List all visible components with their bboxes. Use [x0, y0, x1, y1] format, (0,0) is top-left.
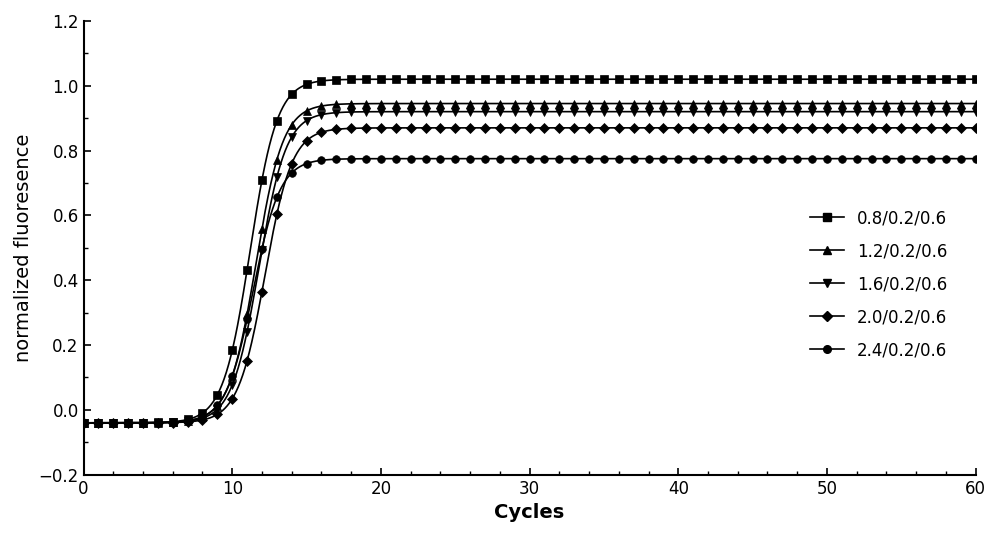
X-axis label: Cycles: Cycles	[494, 503, 565, 522]
Legend: 0.8/0.2/0.6, 1.2/0.2/0.6, 1.6/0.2/0.6, 2.0/0.2/0.6, 2.4/0.2/0.6: 0.8/0.2/0.6, 1.2/0.2/0.6, 1.6/0.2/0.6, 2…	[804, 203, 954, 366]
Y-axis label: normalized fluoresence: normalized fluoresence	[14, 133, 33, 362]
